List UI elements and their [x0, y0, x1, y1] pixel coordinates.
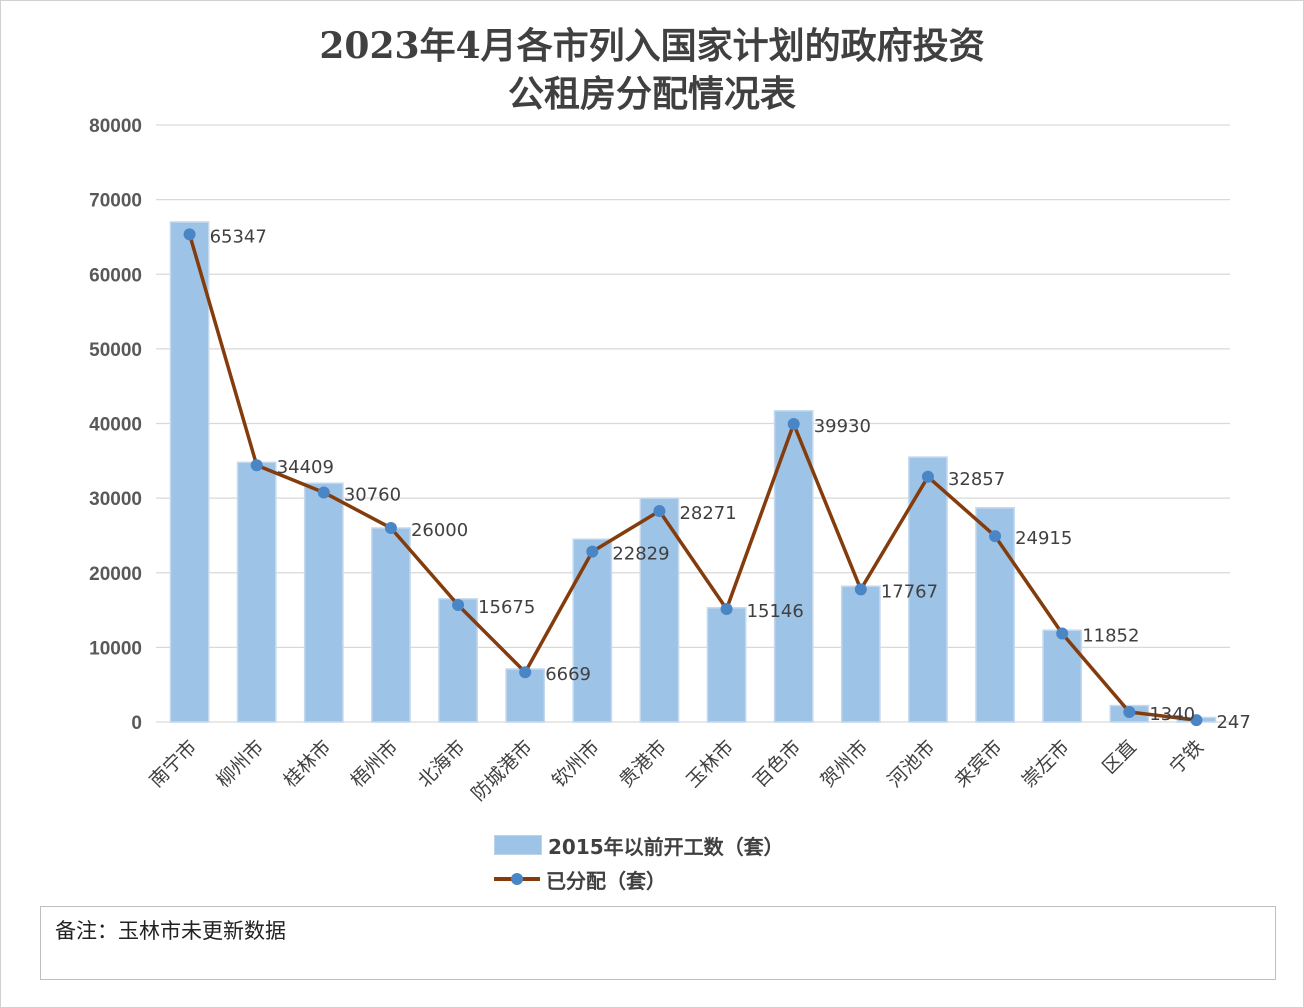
- line-point[interactable]: [653, 505, 666, 518]
- legend-item-line[interactable]: 已分配（套）: [494, 862, 784, 896]
- data-label: 24915: [1015, 528, 1072, 549]
- data-label: 15675: [478, 597, 535, 618]
- legend-bar-swatch: [494, 835, 542, 855]
- data-label: 22829: [612, 544, 669, 565]
- bar[interactable]: [1042, 629, 1083, 723]
- data-label: 26000: [411, 520, 468, 541]
- legend-label-line: 已分配（套）: [546, 868, 666, 893]
- line-point[interactable]: [1190, 714, 1203, 727]
- line-point[interactable]: [720, 602, 733, 615]
- y-tick-label: 10000: [89, 638, 142, 659]
- x-tick-label: 梧州市: [347, 736, 403, 792]
- x-tick-label: 贵港市: [615, 736, 671, 792]
- y-tick-label: 60000: [89, 265, 142, 286]
- data-label: 11852: [1082, 626, 1139, 647]
- line-point[interactable]: [989, 530, 1002, 543]
- legend-label-bars: 2015年以前开工数（套）: [548, 834, 784, 859]
- bar[interactable]: [236, 461, 277, 723]
- x-tick-label: 宁铁: [1166, 736, 1208, 778]
- line-point[interactable]: [854, 583, 867, 596]
- y-tick-label: 80000: [89, 116, 142, 137]
- line-series: [187, 233, 1197, 722]
- x-tick-label: 贺州市: [816, 736, 872, 792]
- x-tick-label: 柳州市: [212, 736, 268, 792]
- bar[interactable]: [706, 607, 747, 723]
- x-tick-label: 来宾市: [951, 736, 1007, 792]
- line-path: [187, 233, 1197, 722]
- legend-line-swatch: [494, 870, 540, 888]
- note-box: 备注：玉林市未更新数据: [40, 906, 1276, 980]
- combo-chart: 0 10000 20000 30000 40000 50000 60000 70000 8000…: [89, 116, 1251, 805]
- data-label: 17767: [881, 581, 938, 602]
- data-label: 247: [1216, 712, 1250, 733]
- line-point[interactable]: [384, 521, 397, 534]
- x-tick-label: 区直: [1098, 736, 1140, 778]
- x-tick-label: 南宁市: [145, 736, 201, 792]
- y-tick-label: 0: [131, 713, 142, 734]
- chart-title-line-2: 公租房分配情况表: [507, 73, 796, 115]
- chart-title: 2023年4月各市列入国家计划的政府投资 公租房分配情况表: [0, 22, 1304, 118]
- y-axis-ticks: 0 10000 20000 30000 40000 50000 60000 70000 8000…: [89, 116, 142, 734]
- note-text: 备注：玉林市未更新数据: [55, 919, 286, 943]
- data-label: 39930: [814, 416, 871, 437]
- data-label: 32857: [948, 469, 1005, 490]
- data-label: 1340: [1149, 704, 1195, 725]
- y-tick-label: 30000: [89, 489, 142, 510]
- line-point[interactable]: [586, 545, 599, 558]
- line-point[interactable]: [1056, 627, 1069, 640]
- y-tick-label: 50000: [89, 340, 142, 361]
- data-label: 30760: [344, 484, 401, 505]
- data-labels: 65347 34409 30760 26000 15675 6669 22829 28271 1…: [210, 226, 1251, 733]
- line-markers: [183, 228, 1203, 727]
- chart-title-line-1: 2023年4月各市列入国家计划的政府投资: [319, 25, 985, 67]
- x-tick-label: 河池市: [884, 736, 940, 792]
- line-point[interactable]: [452, 599, 465, 612]
- line-point[interactable]: [1123, 706, 1136, 719]
- line-point[interactable]: [921, 470, 934, 483]
- bar[interactable]: [303, 482, 344, 723]
- y-tick-label: 40000: [89, 415, 142, 436]
- bar[interactable]: [572, 538, 613, 723]
- data-label: 6669: [545, 664, 591, 685]
- data-label: 15146: [747, 601, 804, 622]
- x-tick-label: 北海市: [414, 736, 470, 792]
- x-tick-label: 桂林市: [279, 736, 335, 792]
- legend: 2015年以前开工数（套） 已分配（套）: [494, 828, 784, 896]
- data-label: 28271: [679, 503, 736, 524]
- bar[interactable]: [169, 221, 210, 723]
- x-tick-label: 玉林市: [682, 736, 738, 792]
- x-tick-label: 防城港市: [467, 736, 536, 805]
- line-point[interactable]: [317, 486, 330, 499]
- bar[interactable]: [639, 497, 680, 723]
- x-tick-label: 钦州市: [548, 736, 604, 792]
- x-tick-label: 百色市: [749, 736, 805, 792]
- line-point[interactable]: [250, 459, 263, 472]
- bar[interactable]: [371, 527, 411, 723]
- y-tick-label: 70000: [89, 191, 142, 212]
- data-label: 34409: [277, 457, 334, 478]
- bar[interactable]: [840, 585, 881, 723]
- data-label: 65347: [210, 226, 267, 247]
- bar[interactable]: [975, 507, 1015, 723]
- line-point[interactable]: [787, 418, 800, 431]
- line-point[interactable]: [519, 666, 532, 679]
- legend-item-bars[interactable]: 2015年以前开工数（套）: [494, 828, 784, 862]
- line-point[interactable]: [183, 228, 196, 241]
- x-tick-label: 崇左市: [1018, 736, 1074, 792]
- y-tick-label: 20000: [89, 564, 142, 585]
